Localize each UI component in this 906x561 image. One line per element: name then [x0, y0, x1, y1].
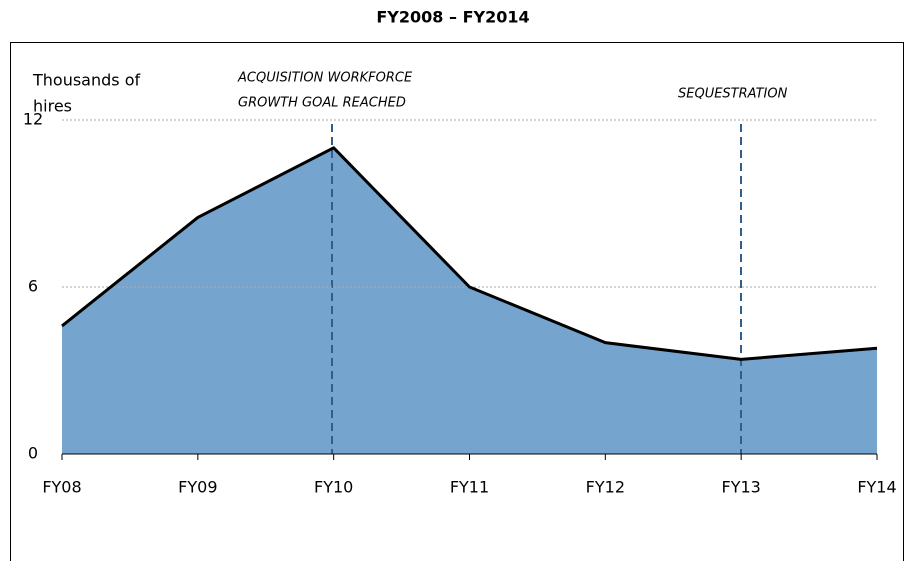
area	[62, 147, 877, 455]
annotation: SEQUESTRATION	[678, 87, 788, 102]
x-tick-label: FY09	[178, 478, 217, 497]
x-tick-label: FY10	[314, 478, 353, 497]
y-tick-label: 12	[23, 110, 43, 129]
y-axis-label: Thousands of	[32, 71, 140, 90]
x-tick-label: FY12	[586, 478, 625, 497]
chart-title: FY2008 – FY2014	[376, 8, 529, 27]
y-tick-label: 0	[28, 444, 38, 463]
x-tick-label: FY08	[42, 478, 81, 497]
x-tick-label: FY11	[450, 478, 489, 497]
y-axis-label: hires	[33, 97, 72, 116]
annotation: ACQUISITION WORKFORCE	[237, 71, 413, 86]
frame	[10, 42, 904, 561]
x-tick-label: FY14	[857, 478, 896, 497]
y-tick-label: 6	[28, 277, 38, 296]
x-tick-label: FY13	[721, 478, 760, 497]
annotation: GROWTH GOAL REACHED	[238, 96, 406, 111]
line	[61, 146, 878, 361]
